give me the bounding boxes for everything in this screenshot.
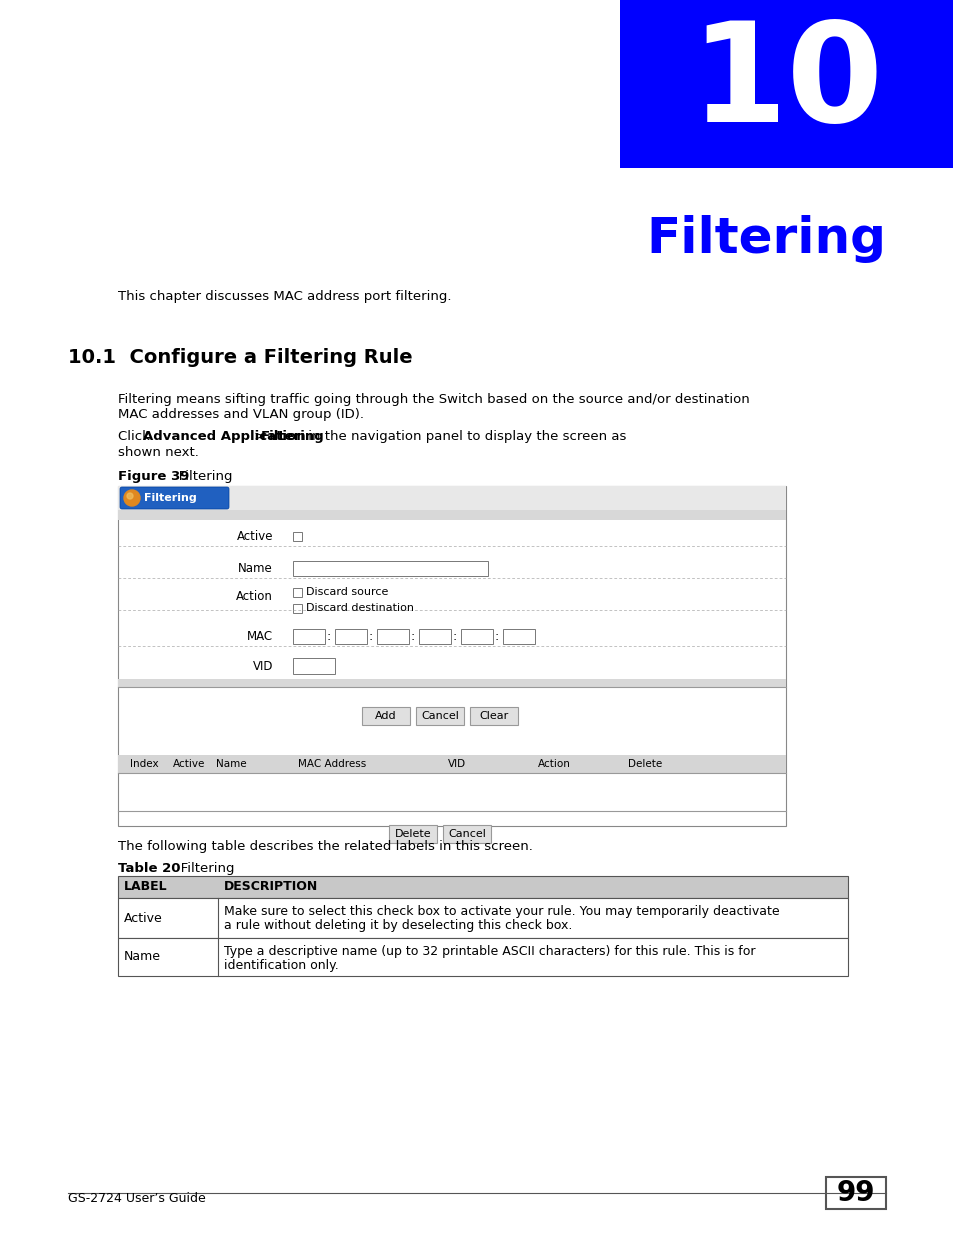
Text: Filtering means sifting traffic going through the Switch based on the source and: Filtering means sifting traffic going th…	[118, 393, 749, 406]
Bar	[418, 629, 451, 643]
Bar	[293, 588, 302, 597]
Circle shape	[127, 493, 132, 499]
Text: Active: Active	[236, 530, 273, 542]
Text: :: :	[327, 630, 331, 642]
Bar	[118, 679, 785, 687]
Text: Name: Name	[124, 951, 161, 963]
Bar	[376, 629, 409, 643]
FancyBboxPatch shape	[389, 825, 436, 844]
Text: DESCRIPTION: DESCRIPTION	[224, 881, 318, 893]
Bar	[293, 531, 302, 541]
Text: Filtering: Filtering	[168, 862, 234, 876]
Bar	[293, 658, 335, 674]
Text: Advanced Application: Advanced Application	[143, 430, 305, 443]
Text: Delete: Delete	[627, 760, 661, 769]
Text: Action: Action	[537, 760, 570, 769]
Circle shape	[124, 490, 140, 506]
FancyBboxPatch shape	[120, 487, 229, 509]
Text: VID: VID	[253, 659, 273, 673]
Text: Figure 39: Figure 39	[118, 471, 190, 483]
Bar	[118, 898, 847, 939]
Bar	[118, 939, 847, 976]
Bar	[825, 1177, 885, 1209]
FancyBboxPatch shape	[361, 706, 410, 725]
Text: a rule without deleting it by deselecting this check box.: a rule without deleting it by deselectin…	[224, 919, 572, 932]
Bar	[293, 629, 325, 643]
Bar	[619, 0, 953, 168]
Text: :: :	[453, 630, 456, 642]
Text: VID: VID	[448, 760, 466, 769]
Text: in the navigation panel to display the screen as: in the navigation panel to display the s…	[304, 430, 626, 443]
Text: Type a descriptive name (up to 32 printable ASCII characters) for this rule. Thi: Type a descriptive name (up to 32 printa…	[224, 945, 755, 958]
Bar	[293, 561, 488, 576]
Text: Delete: Delete	[395, 829, 431, 839]
Text: Discard destination: Discard destination	[306, 603, 414, 613]
Text: 10: 10	[690, 16, 882, 152]
Text: Table 20: Table 20	[118, 862, 180, 876]
Text: Cancel: Cancel	[448, 829, 485, 839]
Text: The following table describes the related labels in this screen.: The following table describes the relate…	[118, 840, 533, 853]
FancyBboxPatch shape	[416, 706, 463, 725]
Text: Clear: Clear	[478, 711, 508, 721]
FancyBboxPatch shape	[470, 706, 517, 725]
Text: MAC: MAC	[247, 630, 273, 642]
Text: Name: Name	[215, 760, 247, 769]
Text: Filtering: Filtering	[645, 215, 885, 263]
Bar	[118, 487, 785, 510]
Text: This chapter discusses MAC address port filtering.: This chapter discusses MAC address port …	[118, 290, 451, 303]
Text: identification only.: identification only.	[224, 960, 338, 972]
Bar	[118, 876, 847, 898]
Text: Active: Active	[172, 760, 205, 769]
Text: 99: 99	[836, 1179, 874, 1207]
Text: :: :	[369, 630, 373, 642]
Bar	[118, 755, 785, 773]
Text: Active: Active	[124, 911, 163, 925]
Text: GS-2724 User’s Guide: GS-2724 User’s Guide	[68, 1192, 206, 1205]
Text: Filtering: Filtering	[144, 493, 196, 503]
Text: Name: Name	[238, 562, 273, 574]
Text: Action: Action	[236, 590, 273, 604]
Text: :: :	[495, 630, 498, 642]
Text: 10.1  Configure a Filtering Rule: 10.1 Configure a Filtering Rule	[68, 348, 413, 367]
Bar	[460, 629, 493, 643]
Bar	[118, 510, 785, 520]
Text: Cancel: Cancel	[420, 711, 458, 721]
Text: Filtering: Filtering	[166, 471, 233, 483]
Text: Discard source: Discard source	[306, 587, 388, 597]
Text: shown next.: shown next.	[118, 446, 198, 459]
Text: Click: Click	[118, 430, 154, 443]
Text: Make sure to select this check box to activate your rule. You may temporarily de: Make sure to select this check box to ac…	[224, 905, 779, 918]
Text: Filtering: Filtering	[261, 430, 324, 443]
Text: MAC Address: MAC Address	[297, 760, 366, 769]
Bar	[293, 604, 302, 613]
FancyBboxPatch shape	[442, 825, 491, 844]
Text: MAC addresses and VLAN group (ID).: MAC addresses and VLAN group (ID).	[118, 408, 364, 421]
Text: >: >	[250, 430, 270, 443]
Text: LABEL: LABEL	[124, 881, 168, 893]
Bar	[118, 487, 785, 826]
Text: Index: Index	[130, 760, 158, 769]
Text: :: :	[411, 630, 415, 642]
Text: Add: Add	[375, 711, 396, 721]
Bar	[335, 629, 367, 643]
Bar	[502, 629, 535, 643]
